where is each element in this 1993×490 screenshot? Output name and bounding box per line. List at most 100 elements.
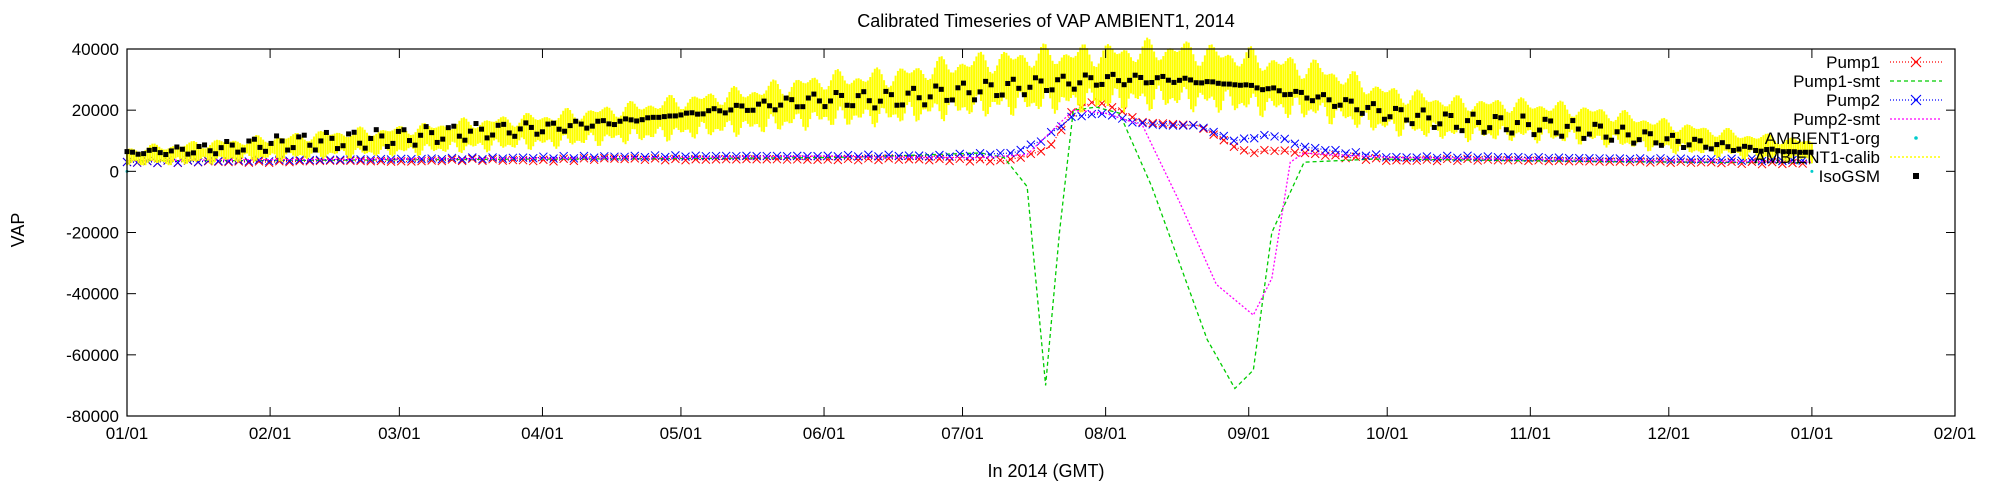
data-point [451,123,457,129]
data-point [1381,116,1387,122]
data-point [1666,155,1675,165]
data-point [813,151,822,161]
legend-label: Pump2-smt [1793,110,1880,129]
data-point [1067,112,1076,122]
data-point [691,151,701,161]
data-point [1442,111,1448,117]
data-point [1780,149,1786,155]
data-point [1239,146,1249,155]
data-point [517,126,523,132]
data-point [1121,82,1127,88]
data-point [246,138,252,144]
x-tick-label: 01/01 [106,424,149,443]
data-point [1221,81,1227,87]
data-point [1802,149,1808,155]
data-point [721,151,731,161]
data-point [1509,130,1515,136]
data-point [569,153,579,163]
data-point [905,90,911,96]
data-point [1055,77,1061,83]
x-tick-label: 05/01 [660,424,703,443]
data-point [678,112,684,118]
data-point [1647,131,1653,137]
data-point [1387,114,1393,120]
data-point [1168,121,1178,130]
data-point [1769,146,1775,152]
data-point [135,151,141,157]
data-point [1503,155,1513,165]
data-point [1747,144,1753,150]
series-line [126,109,1812,317]
data-point [833,152,843,161]
data-point [1210,79,1216,85]
data-point [683,110,689,116]
data-point [1016,85,1022,91]
data-point [213,151,219,157]
data-point [1404,117,1410,123]
data-point [711,106,717,112]
data-point [1309,98,1315,104]
data-point [1415,112,1421,118]
data-point [949,97,955,103]
data-point [861,89,867,95]
y-tick-label: 20000 [72,101,119,120]
x-tick-label: 08/01 [1084,424,1127,443]
data-point [640,152,650,162]
data-point [1570,118,1576,124]
legend-item-isogsm: IsoGSM [1819,167,1919,186]
data-point [628,117,634,123]
data-point [434,139,440,145]
data-point [1476,119,1482,125]
data-point [1470,111,1476,117]
data-point [1487,125,1493,131]
data-point [630,151,640,161]
data-point [479,126,485,132]
data-point [1564,153,1574,163]
data-point [914,154,924,164]
data-point [1232,82,1238,88]
data-point [1107,102,1117,112]
data-point [1642,129,1648,135]
data-point [1686,155,1696,164]
data-point [407,138,413,144]
data-point [1280,146,1290,155]
data-point [1398,107,1404,113]
data-point [1437,121,1443,127]
data-point [1786,149,1792,155]
data-point [412,142,418,148]
data-point [1595,154,1604,163]
data-point [1564,123,1570,129]
x-axis-label: In 2014 (GMT) [987,461,1104,481]
data-point [545,121,551,127]
data-point [274,133,280,139]
data-point [325,155,335,165]
data-point [1354,107,1360,113]
data-point [988,82,994,88]
data-point [611,122,617,128]
data-point [733,102,739,108]
data-point [1625,132,1631,138]
data-point [855,93,861,99]
data-point [152,146,158,152]
data-point [368,135,374,141]
data-point [418,132,424,138]
data-point [467,128,473,134]
data-point [235,149,241,155]
data-point [1270,132,1279,141]
data-point [1696,154,1706,164]
data-point [427,156,437,165]
data-point [362,145,368,151]
y-tick-label: 40000 [72,40,119,59]
data-point [562,128,568,134]
data-point [1531,132,1537,138]
legend-item-pump2: Pump2 [1826,91,1942,110]
data-point [792,151,802,161]
data-point [1310,143,1320,153]
data-point [853,152,863,161]
data-point [279,138,285,144]
data-point [401,127,407,133]
data-point [772,107,778,113]
data-point [1149,79,1155,85]
data-point [1736,146,1742,152]
data-point [1764,147,1770,153]
